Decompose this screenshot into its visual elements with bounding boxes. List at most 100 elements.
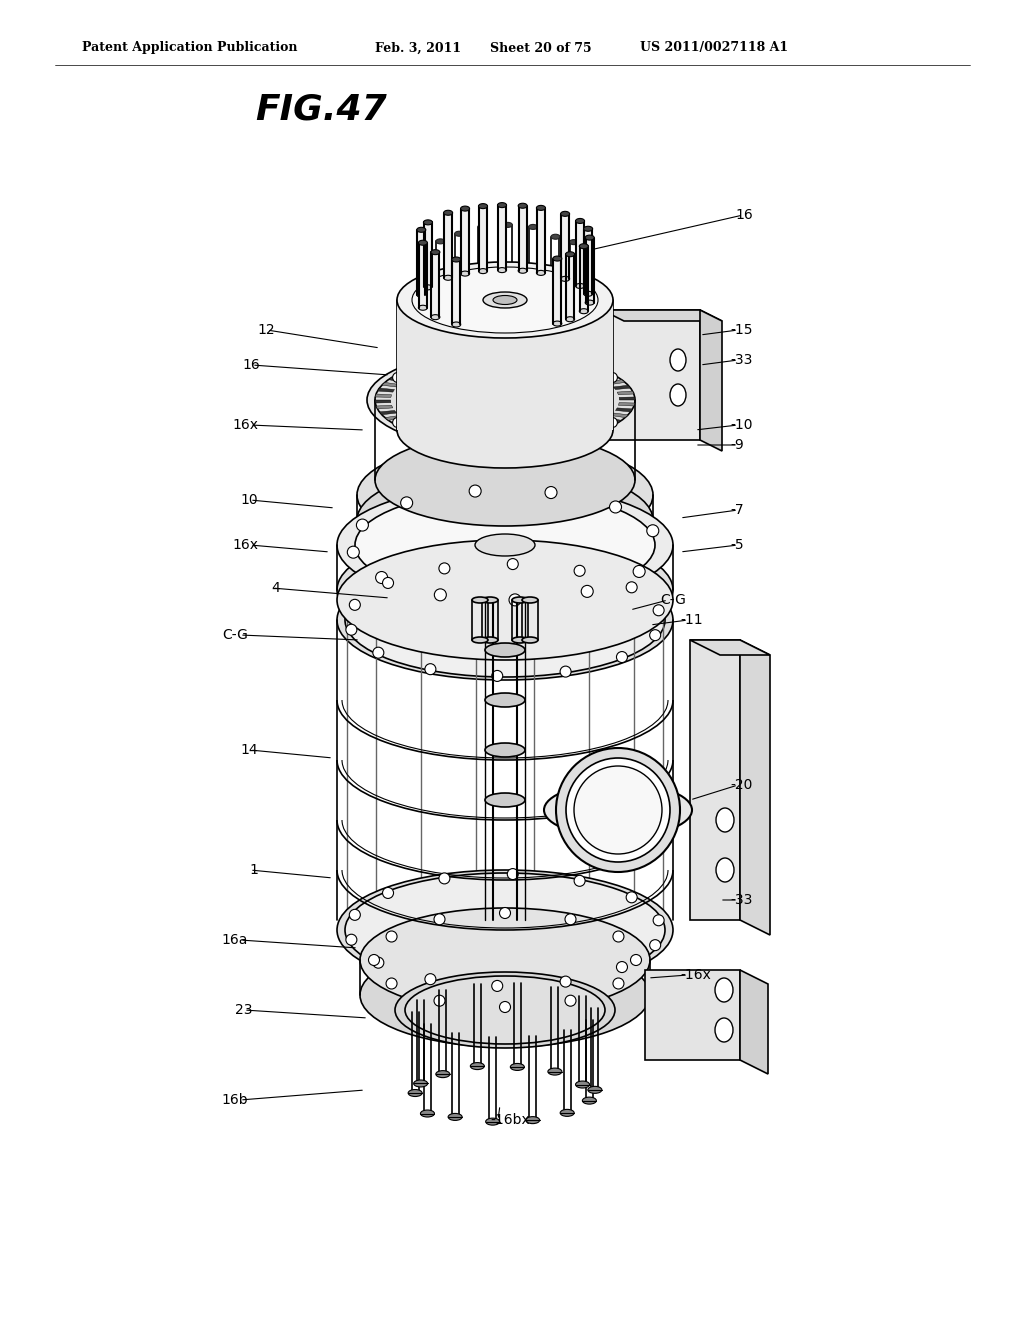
Circle shape bbox=[616, 652, 628, 663]
Circle shape bbox=[574, 565, 585, 577]
Ellipse shape bbox=[417, 292, 426, 297]
Polygon shape bbox=[520, 440, 530, 446]
Polygon shape bbox=[740, 640, 770, 935]
Polygon shape bbox=[419, 243, 427, 308]
Circle shape bbox=[373, 957, 384, 968]
Ellipse shape bbox=[406, 975, 605, 1044]
Text: C-G: C-G bbox=[660, 593, 686, 607]
Ellipse shape bbox=[560, 1109, 574, 1117]
Ellipse shape bbox=[715, 1018, 733, 1041]
Circle shape bbox=[560, 975, 571, 987]
Ellipse shape bbox=[575, 1081, 590, 1088]
Circle shape bbox=[507, 558, 518, 569]
Circle shape bbox=[392, 372, 402, 383]
Ellipse shape bbox=[470, 1063, 484, 1069]
Circle shape bbox=[492, 981, 503, 991]
Polygon shape bbox=[542, 356, 555, 363]
Polygon shape bbox=[418, 230, 425, 294]
Ellipse shape bbox=[716, 808, 734, 832]
Ellipse shape bbox=[575, 218, 585, 223]
Polygon shape bbox=[433, 360, 447, 367]
Ellipse shape bbox=[439, 329, 449, 334]
Circle shape bbox=[376, 572, 388, 583]
Polygon shape bbox=[577, 220, 584, 286]
Ellipse shape bbox=[485, 643, 525, 657]
Polygon shape bbox=[497, 354, 505, 359]
Text: 4: 4 bbox=[271, 581, 280, 595]
Ellipse shape bbox=[485, 693, 525, 708]
Circle shape bbox=[346, 935, 357, 945]
Polygon shape bbox=[537, 207, 545, 273]
Ellipse shape bbox=[580, 309, 589, 314]
Text: -16bx: -16bx bbox=[490, 1113, 529, 1127]
Polygon shape bbox=[586, 426, 603, 433]
Text: 23: 23 bbox=[234, 1003, 252, 1016]
Polygon shape bbox=[401, 425, 419, 430]
Text: -16x: -16x bbox=[680, 968, 711, 982]
Text: 16: 16 bbox=[735, 209, 753, 222]
Polygon shape bbox=[397, 300, 613, 430]
Polygon shape bbox=[408, 367, 424, 374]
Ellipse shape bbox=[485, 743, 525, 756]
Ellipse shape bbox=[431, 249, 440, 255]
Circle shape bbox=[633, 565, 645, 577]
Ellipse shape bbox=[455, 231, 464, 236]
Ellipse shape bbox=[539, 280, 548, 285]
Polygon shape bbox=[604, 418, 622, 422]
Ellipse shape bbox=[561, 272, 570, 277]
Ellipse shape bbox=[419, 240, 427, 246]
Circle shape bbox=[400, 496, 413, 510]
Polygon shape bbox=[645, 970, 740, 1060]
Ellipse shape bbox=[578, 319, 587, 325]
Polygon shape bbox=[419, 363, 435, 370]
Circle shape bbox=[649, 940, 660, 950]
Polygon shape bbox=[447, 358, 461, 364]
Ellipse shape bbox=[561, 329, 570, 334]
Ellipse shape bbox=[419, 309, 428, 313]
Circle shape bbox=[425, 974, 436, 985]
Ellipse shape bbox=[461, 271, 470, 276]
Circle shape bbox=[616, 961, 628, 973]
Text: 16a: 16a bbox=[221, 933, 248, 946]
Text: 16: 16 bbox=[243, 358, 260, 372]
Ellipse shape bbox=[337, 870, 673, 990]
Ellipse shape bbox=[452, 322, 461, 327]
Circle shape bbox=[346, 624, 357, 635]
Ellipse shape bbox=[498, 202, 507, 207]
Text: -11: -11 bbox=[680, 612, 702, 627]
Ellipse shape bbox=[414, 1080, 428, 1086]
Ellipse shape bbox=[553, 321, 562, 326]
Circle shape bbox=[626, 582, 637, 593]
Ellipse shape bbox=[379, 354, 631, 446]
Ellipse shape bbox=[395, 972, 615, 1048]
Circle shape bbox=[647, 525, 658, 537]
Ellipse shape bbox=[472, 638, 488, 643]
Ellipse shape bbox=[565, 317, 574, 322]
Circle shape bbox=[545, 487, 557, 499]
Polygon shape bbox=[426, 432, 441, 438]
Ellipse shape bbox=[470, 337, 479, 342]
Circle shape bbox=[607, 417, 617, 428]
Ellipse shape bbox=[588, 1086, 602, 1093]
Ellipse shape bbox=[569, 240, 579, 244]
Circle shape bbox=[439, 562, 450, 574]
Polygon shape bbox=[613, 385, 631, 389]
Circle shape bbox=[556, 748, 680, 873]
Ellipse shape bbox=[355, 491, 655, 599]
Polygon shape bbox=[596, 422, 613, 428]
Text: -7: -7 bbox=[730, 503, 743, 517]
Ellipse shape bbox=[584, 226, 593, 231]
Ellipse shape bbox=[578, 267, 587, 272]
Polygon shape bbox=[553, 259, 561, 323]
Ellipse shape bbox=[443, 210, 453, 215]
Circle shape bbox=[509, 594, 521, 606]
Circle shape bbox=[609, 502, 622, 513]
Ellipse shape bbox=[472, 597, 488, 603]
Circle shape bbox=[438, 434, 447, 444]
Text: Sheet 20 of 75: Sheet 20 of 75 bbox=[490, 41, 592, 54]
Ellipse shape bbox=[551, 286, 560, 292]
Circle shape bbox=[565, 995, 575, 1006]
Circle shape bbox=[349, 599, 360, 610]
Ellipse shape bbox=[544, 783, 692, 837]
Text: Patent Application Publication: Patent Application Publication bbox=[82, 41, 298, 54]
